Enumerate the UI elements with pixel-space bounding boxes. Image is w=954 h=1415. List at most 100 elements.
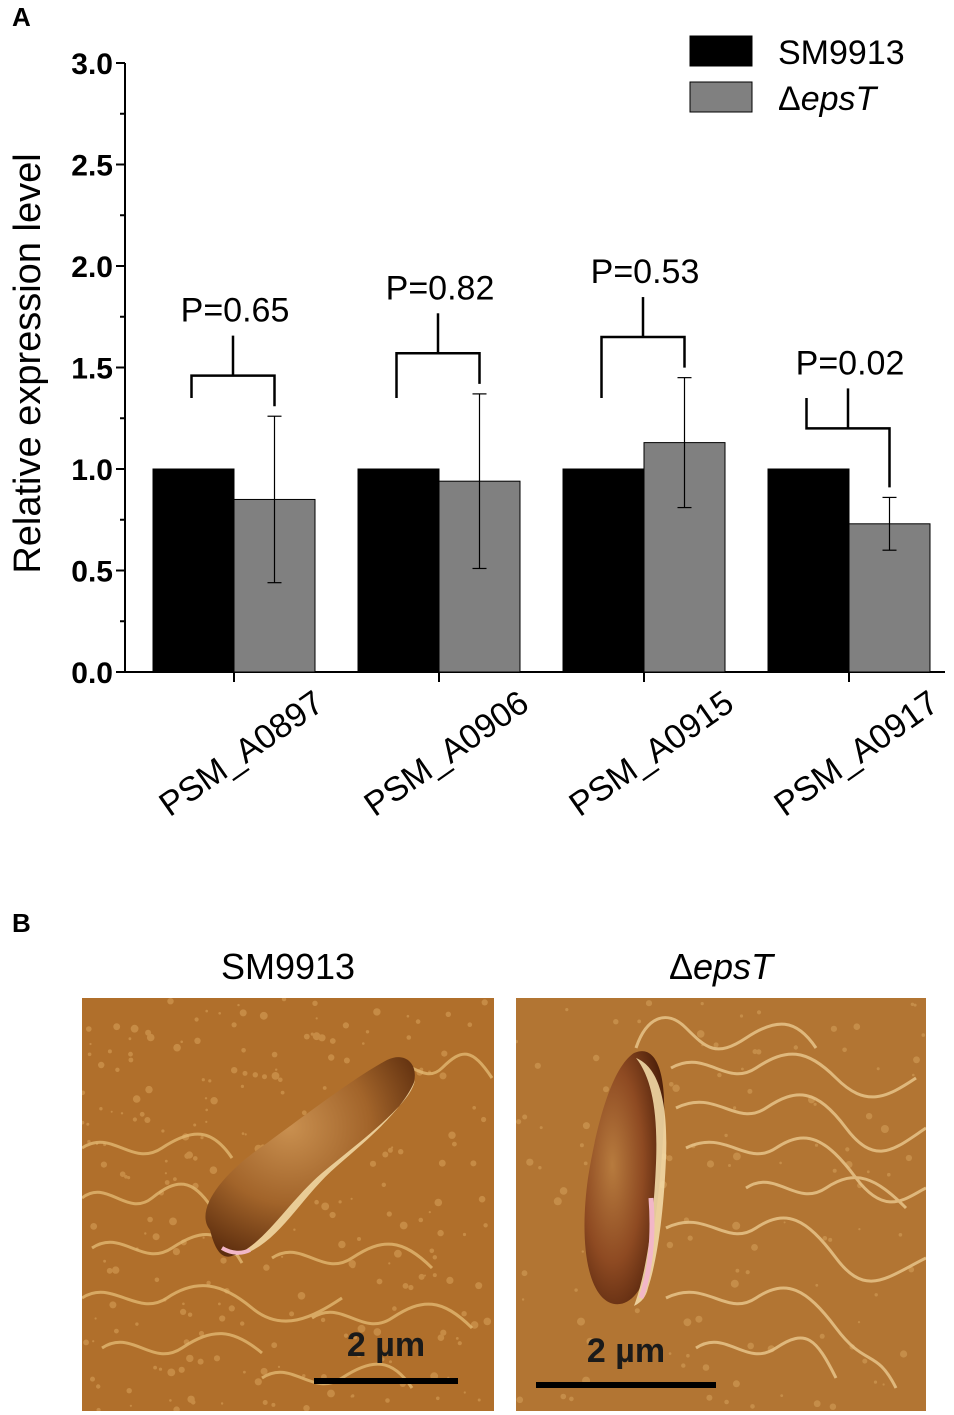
legend-swatch-epst <box>689 81 753 113</box>
mutant-name: epsT <box>693 946 774 987</box>
surface-speck <box>470 1160 477 1167</box>
surface-speck <box>750 1404 755 1409</box>
surface-speck <box>637 1019 642 1024</box>
surface-speck <box>169 1217 177 1226</box>
surface-speck <box>190 1400 196 1405</box>
surface-speck <box>516 1039 518 1044</box>
surface-speck <box>338 1200 342 1204</box>
surface-speck <box>186 1354 194 1363</box>
surface-speck <box>369 1160 377 1167</box>
surface-speck <box>793 1045 798 1050</box>
surface-speck <box>242 1070 248 1076</box>
surface-speck <box>912 1073 915 1077</box>
surface-speck <box>106 1267 113 1274</box>
surface-speck <box>303 1405 310 1411</box>
surface-speck <box>83 1339 89 1346</box>
surface-speck <box>713 1042 719 1048</box>
surface-speck <box>178 1366 185 1373</box>
surface-speck <box>724 1399 729 1405</box>
panel-b-label: B <box>12 908 31 938</box>
surface-speck <box>385 1398 390 1403</box>
surface-speck <box>329 1211 336 1219</box>
surface-speck <box>462 1232 467 1237</box>
surface-speck <box>857 1321 861 1324</box>
surface-speck <box>314 1199 319 1205</box>
surface-speck <box>739 1014 744 1018</box>
surface-speck <box>275 1068 278 1071</box>
surface-speck <box>481 1116 487 1123</box>
surface-speck <box>239 1009 247 1017</box>
significance-bracket <box>395 352 481 398</box>
surface-speck <box>260 1367 268 1375</box>
surface-speck <box>312 1032 321 1041</box>
surface-speck <box>281 1255 284 1258</box>
surface-speck <box>780 1394 784 1397</box>
surface-speck <box>350 1197 353 1200</box>
surface-speck <box>581 1250 584 1253</box>
surface-speck <box>241 1132 245 1135</box>
surface-speck <box>90 1223 98 1230</box>
surface-speck <box>297 1292 306 1300</box>
surface-speck <box>866 1170 870 1174</box>
surface-speck <box>210 1097 218 1105</box>
surface-speck <box>783 1221 786 1224</box>
surface-speck <box>921 1033 926 1037</box>
surface-speck <box>277 1365 281 1368</box>
surface-speck <box>376 1278 383 1285</box>
surface-speck <box>362 1042 365 1045</box>
surface-speck <box>526 1158 534 1166</box>
surface-speck <box>173 1406 180 1411</box>
surface-speck <box>147 1216 153 1223</box>
surface-speck <box>747 1088 753 1094</box>
surface-speck <box>475 1282 483 1290</box>
surface-speck <box>130 1024 139 1033</box>
surface-speck <box>874 1293 878 1297</box>
surface-speck <box>457 1341 462 1346</box>
surface-speck <box>127 1176 131 1180</box>
surface-speck <box>516 1119 522 1125</box>
surface-speck <box>278 1077 283 1083</box>
surface-speck <box>302 1374 306 1378</box>
surface-speck <box>167 998 174 1005</box>
surface-speck <box>315 1017 318 1020</box>
surface-speck <box>438 1159 446 1167</box>
surface-speck <box>741 1067 744 1071</box>
surface-speck <box>262 1400 268 1405</box>
x-tick-label: PSM_A0897 <box>152 683 330 824</box>
surface-speck <box>751 1244 758 1251</box>
surface-speck <box>329 1038 336 1044</box>
surface-speck <box>717 1072 722 1078</box>
surface-speck <box>322 1086 327 1090</box>
surface-speck <box>218 1302 221 1306</box>
mutant-name: epsT <box>801 80 879 118</box>
surface-speck <box>853 1023 861 1030</box>
surface-speck <box>695 1315 703 1323</box>
surface-speck <box>96 1407 101 1411</box>
surface-speck <box>735 1268 740 1273</box>
p-value-label: P=0.53 <box>591 253 700 291</box>
surface-speck <box>779 1161 782 1165</box>
surface-speck <box>814 1143 819 1147</box>
surface-speck <box>320 1317 326 1323</box>
surface-speck <box>96 1384 101 1389</box>
surface-speck <box>687 1235 693 1241</box>
surface-speck <box>197 1358 204 1365</box>
surface-speck <box>128 1037 132 1041</box>
surface-speck <box>387 1147 393 1153</box>
surface-speck <box>406 1035 412 1040</box>
surface-speck <box>107 1049 112 1054</box>
surface-speck <box>193 1156 198 1161</box>
surface-speck <box>338 1240 346 1249</box>
surface-speck <box>862 1358 868 1364</box>
surface-speck <box>472 1106 477 1110</box>
surface-speck <box>686 1353 690 1358</box>
surface-speck <box>756 1049 762 1055</box>
surface-speck <box>132 1095 141 1103</box>
surface-speck <box>373 1328 382 1336</box>
significance-bracket <box>190 374 276 407</box>
surface-speck <box>228 1305 235 1312</box>
surface-speck <box>418 1273 425 1280</box>
surface-speck <box>89 1042 92 1046</box>
surface-speck <box>730 1279 739 1288</box>
surface-speck <box>200 1136 204 1140</box>
